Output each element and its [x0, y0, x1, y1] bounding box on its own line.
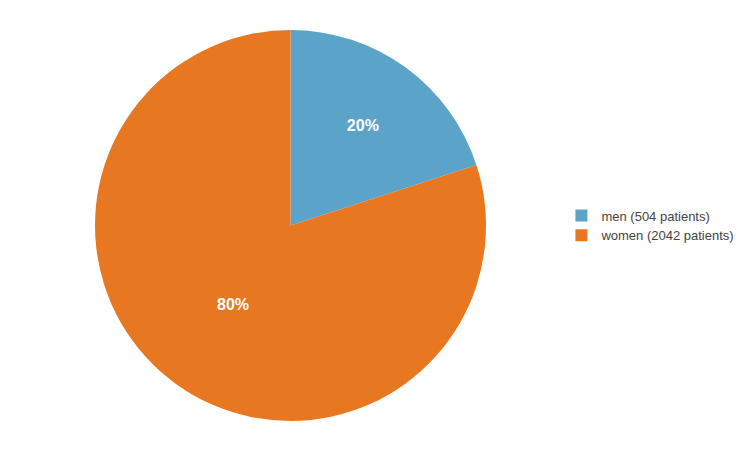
svg-text:women (2042 patients): women (2042 patients) [600, 228, 733, 243]
svg-text:80%: 80% [217, 296, 249, 313]
svg-text:men (504 patients): men (504 patients) [601, 209, 709, 224]
svg-text:20%: 20% [347, 117, 379, 134]
